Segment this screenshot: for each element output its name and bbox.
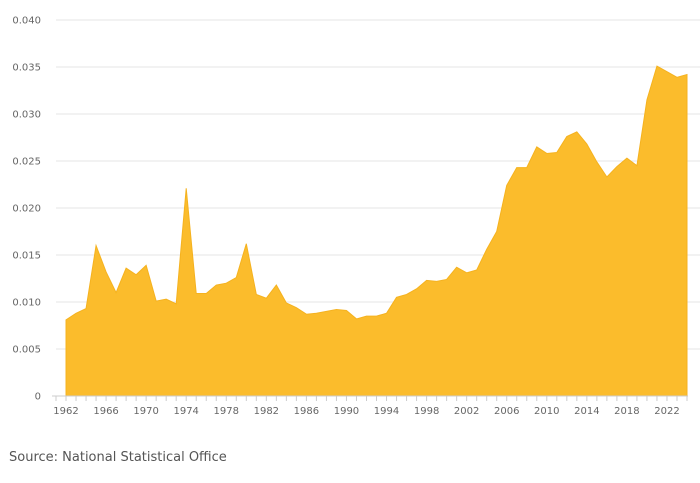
data-point: [445, 278, 448, 281]
data-point: [365, 315, 368, 318]
data-point: [655, 65, 658, 68]
x-tick-label: 2010: [534, 406, 559, 417]
y-tick-label: 0: [35, 392, 41, 403]
x-tick-label: 2002: [454, 406, 479, 417]
data-point: [255, 293, 258, 296]
data-point: [335, 308, 338, 311]
data-point: [585, 143, 588, 146]
data-point: [355, 317, 358, 320]
data-point: [215, 284, 218, 287]
data-point: [305, 313, 308, 316]
data-point: [555, 151, 558, 154]
y-tick-label: 0.040: [12, 16, 41, 27]
data-point: [145, 264, 148, 267]
data-point: [435, 280, 438, 283]
data-point: [85, 307, 88, 310]
data-point: [375, 315, 378, 318]
x-tick-label: 2014: [574, 406, 599, 417]
y-tick-label: 0.025: [12, 157, 41, 168]
data-point: [385, 312, 388, 315]
x-tick-label: 1962: [53, 406, 78, 417]
y-tick-label: 0.030: [12, 110, 41, 121]
data-point: [515, 166, 518, 169]
data-point: [75, 312, 78, 315]
data-point: [235, 276, 238, 279]
y-tick-label: 0.005: [12, 345, 41, 356]
data-point: [455, 266, 458, 269]
data-point: [185, 187, 188, 190]
data-point: [635, 164, 638, 167]
data-point: [465, 271, 468, 274]
data-point: [565, 135, 568, 138]
y-tick-label: 0.010: [12, 298, 41, 309]
data-point: [645, 98, 648, 101]
data-point: [625, 157, 628, 160]
data-point: [135, 273, 138, 276]
data-point: [105, 270, 108, 273]
data-point: [225, 282, 228, 285]
data-point: [415, 287, 418, 290]
data-point: [245, 242, 248, 245]
data-point: [115, 291, 118, 294]
area-series: [65, 65, 689, 397]
data-point: [325, 310, 328, 313]
data-point: [95, 244, 98, 247]
data-point: [495, 230, 498, 233]
x-tick-label: 1982: [254, 406, 279, 417]
data-point: [275, 284, 278, 287]
data-point: [265, 297, 268, 300]
data-point: [475, 269, 478, 272]
data-point: [525, 166, 528, 169]
data-point: [665, 70, 668, 73]
data-point: [125, 267, 128, 270]
x-tick-label: 1970: [133, 406, 158, 417]
y-tick-label: 0.035: [12, 63, 41, 74]
x-tick-label: 1986: [294, 406, 319, 417]
data-point: [505, 184, 508, 187]
data-point: [615, 165, 618, 168]
data-point: [405, 293, 408, 296]
data-point: [595, 160, 598, 163]
data-point: [195, 292, 198, 295]
data-point: [155, 300, 158, 303]
source-note: Source: National Statistical Office: [9, 450, 227, 465]
x-tick-label: 1978: [214, 406, 239, 417]
data-point: [165, 298, 168, 301]
data-point: [535, 145, 538, 148]
data-point: [425, 279, 428, 282]
y-tick-label: 0.015: [12, 251, 41, 262]
data-point: [65, 318, 68, 321]
data-point: [205, 292, 208, 295]
x-tick-label: 1994: [374, 406, 399, 417]
data-point: [485, 248, 488, 251]
data-point: [545, 152, 548, 155]
data-point: [675, 76, 678, 79]
x-tick-label: 2018: [614, 406, 639, 417]
data-point: [315, 312, 318, 315]
data-point: [175, 302, 178, 305]
data-point: [295, 306, 298, 309]
x-axis: 1962 1966 1970 1974 1978 1982 1986 1990 1994 1998…: [52, 395, 688, 417]
data-point: [575, 130, 578, 133]
data-point: [345, 309, 348, 312]
data-point: [285, 301, 288, 304]
x-tick-label: 2022: [654, 406, 679, 417]
x-tick-label: 1998: [414, 406, 439, 417]
y-tick-label: 0.020: [12, 204, 41, 215]
area-chart: 1962 1966 1970 1974 1978 1982 1986 1990 1994 1998…: [12, 16, 700, 417]
data-point: [395, 296, 398, 299]
x-tick-label: 1974: [173, 406, 198, 417]
x-tick-label: 2006: [494, 406, 519, 417]
area-fill: [65, 65, 688, 397]
x-tick-label: 1990: [334, 406, 359, 417]
y-axis: 0 0.005 0.010 0.015 0.020 0.025 0.030 0.035 0.04…: [12, 16, 41, 403]
data-point: [605, 175, 608, 178]
data-point: [686, 73, 689, 76]
x-tick-label: 1966: [93, 406, 118, 417]
